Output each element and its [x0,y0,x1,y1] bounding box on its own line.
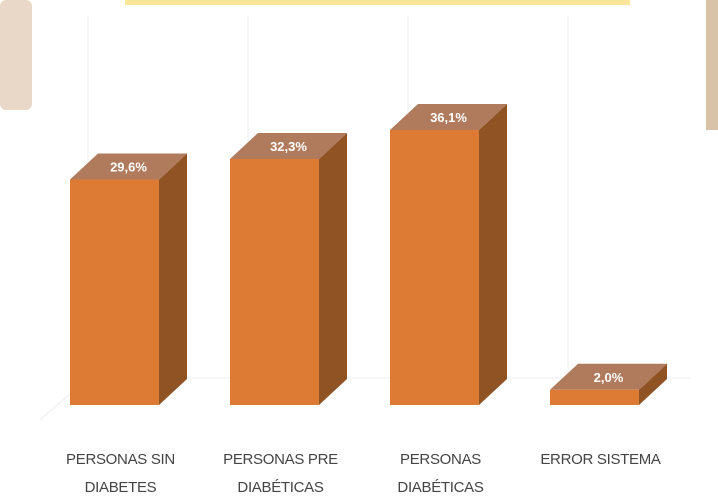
x-tick-label: PERSONAS DIABÉTICAS [397,451,484,496]
bar-front [390,130,479,405]
value-label: 36,1% [430,110,467,125]
x-tick-label: PERSONAS SIN DIABETES [66,451,175,496]
bar [550,363,667,405]
bar-front [230,158,319,405]
bar [230,132,347,405]
x-tick-label: PERSONAS PRE DIABÉTICAS [223,451,338,496]
bar-front [70,179,159,405]
photo-edge [0,0,32,110]
bar-top [70,153,187,180]
bar [390,104,507,405]
bar-side [319,132,347,405]
value-label: 32,3% [270,139,307,154]
bar-top [230,132,347,159]
bar-side [159,153,187,405]
value-label: 2,0% [594,370,624,385]
bar-side [639,363,667,405]
value-label: 29,6% [110,160,147,175]
bar-front [550,389,639,405]
bar-top [550,363,667,390]
x-tick-label: ERROR SISTEMA [540,451,661,468]
bar [70,153,187,405]
banner-edge [125,0,630,5]
bar-top [390,104,507,130]
bar-side [479,104,507,405]
photo-edge [706,0,718,130]
